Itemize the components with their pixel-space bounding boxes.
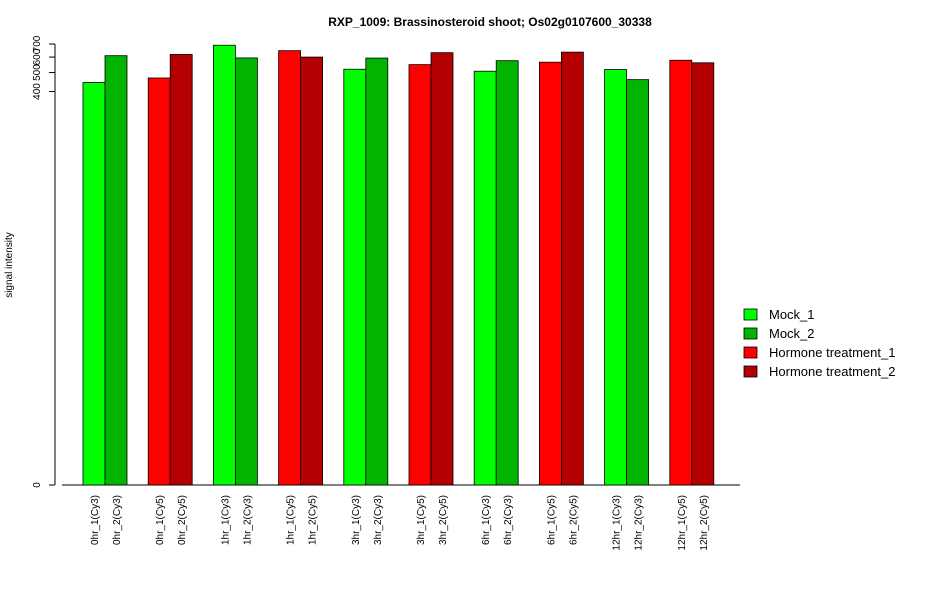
x-tick-label: 0hr_1(Cy5) bbox=[155, 495, 166, 545]
legend-swatch bbox=[743, 365, 758, 378]
legend: Mock_1 Mock_2 Hormone treatment_1 Hormone t… bbox=[743, 307, 895, 379]
x-tick-label: 1hr_1(Cy3) bbox=[220, 495, 231, 545]
y-tick-label: 0 bbox=[32, 482, 43, 488]
y-tick-label: 600 bbox=[32, 48, 43, 65]
legend-label: Hormone treatment_1 bbox=[769, 345, 895, 360]
bar bbox=[626, 79, 649, 486]
legend-swatch bbox=[743, 346, 758, 359]
legend-label: Mock_1 bbox=[769, 307, 815, 322]
legend-label: Mock_2 bbox=[769, 326, 815, 341]
legend-label: Hormone treatment_2 bbox=[769, 364, 895, 379]
x-tick-label: 6hr_1(Cy5) bbox=[546, 495, 557, 545]
legend-swatch bbox=[743, 327, 758, 340]
x-axis: 0hr_1(Cy3) 0hr_2(Cy3) 0hr_1(Cy5) 0hr_2(Cy5)… bbox=[62, 484, 740, 551]
bar bbox=[300, 56, 324, 486]
x-tick-label: 0hr_2(Cy5) bbox=[177, 495, 188, 545]
bar bbox=[278, 50, 302, 486]
x-tick-label: 12hr_2(Cy3) bbox=[634, 495, 645, 551]
x-tick-label: 6hr_1(Cy3) bbox=[481, 495, 492, 545]
x-tick-label: 1hr_2(Cy5) bbox=[308, 495, 319, 545]
bar bbox=[343, 68, 367, 486]
y-tick-label: 400 bbox=[32, 83, 43, 100]
x-tick-label: 3hr_1(Cy3) bbox=[351, 495, 362, 545]
bar bbox=[408, 64, 432, 486]
bar bbox=[169, 54, 193, 486]
bar bbox=[473, 70, 497, 486]
x-tick-label: 3hr_2(Cy3) bbox=[373, 495, 384, 545]
bar bbox=[147, 77, 171, 486]
x-tick-label: 12hr_1(Cy5) bbox=[677, 495, 688, 551]
x-tick-label: 12hr_2(Cy5) bbox=[699, 495, 710, 551]
bar bbox=[430, 52, 454, 486]
bar bbox=[669, 59, 693, 486]
bar bbox=[234, 57, 258, 486]
bar bbox=[365, 57, 389, 486]
x-tick-label: 0hr_2(Cy3) bbox=[112, 495, 123, 545]
x-tick-label: 12hr_1(Cy3) bbox=[612, 495, 623, 551]
bar bbox=[604, 69, 627, 486]
bar bbox=[539, 61, 562, 486]
y-axis-label: signal intensity bbox=[4, 232, 15, 298]
y-tick-label: 700 bbox=[32, 35, 43, 52]
x-tick-label: 3hr_1(Cy5) bbox=[416, 495, 427, 545]
x-tick-label: 6hr_2(Cy3) bbox=[503, 495, 514, 545]
x-tick-label: 3hr_2(Cy5) bbox=[438, 495, 449, 545]
bar bbox=[82, 82, 106, 486]
bars-group bbox=[82, 44, 715, 486]
bar bbox=[561, 51, 584, 486]
bar bbox=[212, 44, 236, 486]
x-tick-label: 1hr_2(Cy3) bbox=[242, 495, 253, 545]
y-tick-label: 500 bbox=[32, 64, 43, 81]
chart-title: RXP_1009: Brassinosteroid shoot; Os02g01… bbox=[328, 15, 652, 29]
x-tick-label: 6hr_2(Cy5) bbox=[568, 495, 579, 545]
bar bbox=[495, 60, 519, 486]
legend-swatch bbox=[743, 308, 758, 321]
bar bbox=[691, 62, 715, 486]
x-tick-label: 0hr_1(Cy3) bbox=[90, 495, 101, 545]
bar bbox=[104, 55, 128, 486]
x-tick-label: 1hr_1(Cy5) bbox=[286, 495, 297, 545]
